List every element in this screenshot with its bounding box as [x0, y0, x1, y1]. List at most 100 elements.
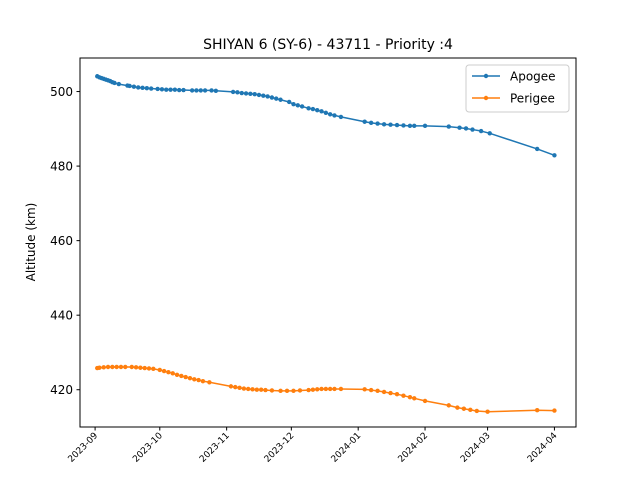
data-point-perigee: [338, 386, 344, 392]
data-point-perigee: [327, 386, 333, 392]
data-point-apogee: [286, 99, 292, 105]
data-point-perigee: [534, 408, 540, 413]
x-axis: 2023-09 2023-10 2023-11 2023-12 2024-01 2024-…: [67, 427, 560, 465]
data-point-apogee: [274, 96, 279, 101]
data-point-apogee: [332, 113, 337, 118]
data-point-apogee: [295, 103, 301, 108]
data-point-perigee: [161, 368, 167, 374]
data-point-perigee: [422, 398, 428, 404]
x-tick-label: 2024-04: [526, 431, 560, 465]
data-point-perigee: [174, 372, 180, 378]
data-point-apogee: [177, 87, 182, 93]
data-point-apogee: [552, 153, 557, 158]
data-point-perigee: [297, 388, 303, 393]
data-point-perigee: [151, 366, 156, 372]
data-point-apogee: [189, 88, 195, 93]
data-point-perigee: [246, 386, 251, 392]
data-point-apogee: [319, 109, 324, 114]
data-point-apogee: [368, 120, 374, 126]
data-point-perigee: [187, 375, 193, 381]
data-point-perigee: [468, 407, 473, 413]
data-point-apogee: [323, 110, 329, 115]
data-point-apogee: [239, 90, 244, 96]
data-point-perigee: [446, 403, 451, 408]
data-point-perigee: [114, 364, 119, 370]
data-point-perigee: [485, 409, 490, 414]
data-point-perigee: [129, 364, 134, 370]
data-point-apogee: [401, 123, 406, 128]
y-axis-label: Altitude (km): [24, 203, 38, 282]
data-point-apogee: [252, 91, 257, 97]
x-tick-label: 2023-12: [263, 431, 297, 465]
data-point-apogee: [470, 127, 475, 132]
legend-marker: [483, 73, 489, 79]
data-point-apogee: [243, 91, 249, 96]
data-point-perigee: [146, 366, 152, 371]
data-point-apogee: [159, 87, 165, 92]
data-point-perigee: [362, 387, 367, 392]
data-point-apogee: [172, 87, 178, 92]
data-point-perigee: [183, 374, 188, 380]
data-point-apogee: [487, 131, 492, 136]
data-point-apogee: [327, 112, 333, 117]
data-point-apogee: [164, 87, 169, 92]
data-point-apogee: [265, 94, 270, 99]
data-point-perigee: [237, 385, 242, 391]
data-point-apogee: [306, 106, 311, 111]
data-point-perigee: [192, 377, 197, 382]
legend-marker: [483, 95, 489, 101]
data-point-apogee: [388, 122, 393, 127]
data-point-perigee: [368, 387, 374, 393]
data-point-apogee: [446, 124, 451, 129]
data-point-apogee: [362, 119, 367, 124]
plot-frame: [79, 57, 577, 428]
data-point-apogee: [315, 107, 320, 113]
data-point-perigee: [118, 364, 124, 370]
data-point-perigee: [401, 393, 406, 398]
data-point-apogee: [213, 88, 219, 94]
data-point-apogee: [168, 87, 173, 92]
data-point-perigee: [207, 380, 212, 385]
data-point-perigee: [332, 386, 337, 392]
data-point-perigee: [157, 367, 162, 373]
data-point-apogee: [463, 126, 469, 131]
data-point-apogee: [310, 106, 316, 112]
data-point-apogee: [235, 90, 240, 95]
data-point-perigee: [258, 387, 264, 392]
data-point-apogee: [291, 102, 296, 107]
data-point-perigee: [310, 387, 316, 392]
data-point-apogee: [338, 114, 344, 120]
data-point-perigee: [269, 388, 275, 393]
data-point-apogee: [457, 125, 462, 130]
chart-title: SHIYAN 6 (SY-6) - 43711 - Priority :4: [203, 37, 453, 53]
data-point-perigee: [179, 373, 184, 379]
data-point-apogee: [144, 85, 150, 91]
series-apogee: [95, 74, 557, 158]
data-point-apogee: [278, 97, 283, 102]
data-point-perigee: [412, 396, 417, 401]
data-point-apogee: [412, 123, 417, 129]
data-point-perigee: [200, 378, 206, 384]
data-point-perigee: [474, 408, 479, 414]
data-point-perigee: [552, 408, 557, 413]
data-point-apogee: [112, 80, 117, 86]
y-tick-label: 500: [50, 85, 73, 99]
data-point-perigee: [455, 405, 460, 410]
data-point-apogee: [261, 93, 266, 98]
data-point-perigee: [133, 365, 139, 370]
data-point-apogee: [116, 81, 122, 87]
data-point-apogee: [269, 95, 275, 100]
data-point-perigee: [196, 377, 201, 383]
data-point-apogee: [478, 128, 484, 134]
data-point-apogee: [248, 91, 253, 96]
data-point-apogee: [299, 104, 305, 109]
data-point-apogee: [230, 89, 236, 95]
x-tick-label: 2024-03: [459, 431, 493, 465]
data-point-perigee: [323, 386, 329, 392]
data-point-apogee: [375, 121, 380, 126]
data-point-perigee: [394, 392, 400, 397]
plot-lines: [95, 74, 557, 414]
x-tick-label: 2023-10: [131, 431, 165, 465]
data-point-perigee: [306, 387, 311, 393]
data-point-perigee: [105, 364, 111, 370]
